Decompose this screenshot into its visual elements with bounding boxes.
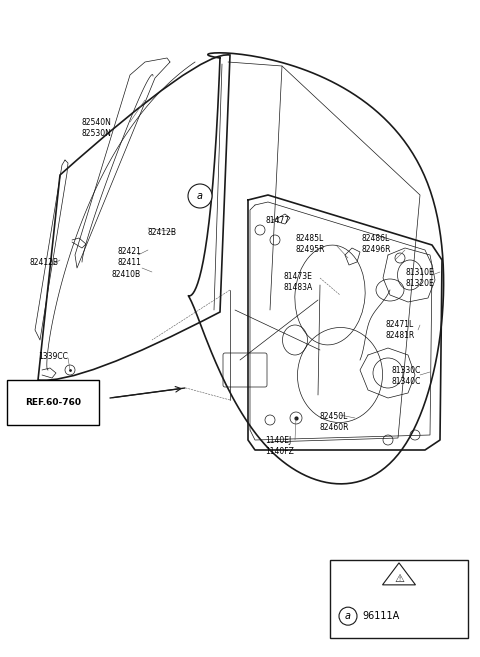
- Text: 81310E
81320E: 81310E 81320E: [405, 268, 434, 288]
- Text: a: a: [345, 611, 351, 621]
- Text: 81477: 81477: [265, 216, 289, 225]
- Text: 1339CC: 1339CC: [38, 352, 68, 361]
- Circle shape: [188, 184, 212, 208]
- Text: 82471L
82481R: 82471L 82481R: [385, 320, 414, 340]
- Circle shape: [339, 607, 357, 625]
- Text: 82485L
82495R: 82485L 82495R: [295, 234, 324, 254]
- Text: 82540N
82530N: 82540N 82530N: [82, 118, 112, 138]
- FancyBboxPatch shape: [330, 560, 468, 638]
- Text: 82410B: 82410B: [112, 270, 141, 279]
- Text: 82486L
82496R: 82486L 82496R: [362, 234, 392, 254]
- Text: 1140EJ
1140FZ: 1140EJ 1140FZ: [265, 436, 294, 456]
- Text: REF.60-760: REF.60-760: [25, 398, 81, 407]
- Text: 96111A: 96111A: [362, 611, 399, 621]
- Text: 81473E
81483A: 81473E 81483A: [283, 272, 312, 292]
- Text: 82412B: 82412B: [148, 228, 177, 237]
- Text: 82412B: 82412B: [30, 258, 59, 267]
- Text: a: a: [197, 191, 203, 201]
- Text: 81330C
81340C: 81330C 81340C: [392, 366, 421, 386]
- Text: 82421
82411: 82421 82411: [118, 247, 142, 267]
- Text: 82450L
82460R: 82450L 82460R: [320, 412, 349, 432]
- Text: ⚠: ⚠: [394, 574, 404, 584]
